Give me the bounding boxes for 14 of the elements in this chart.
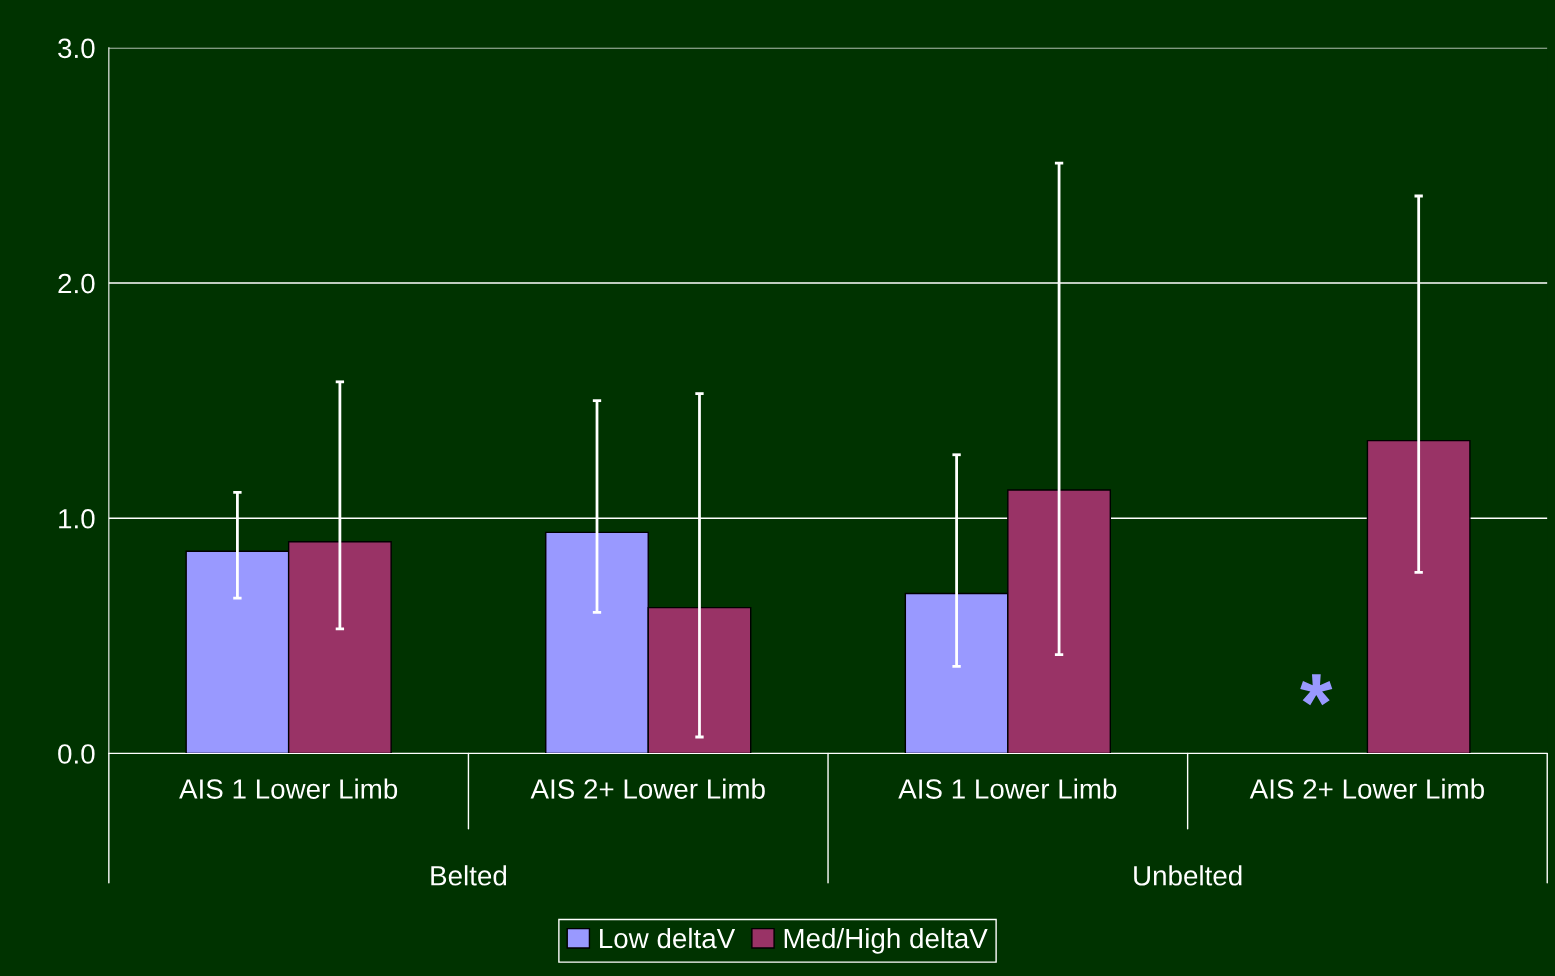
bar xyxy=(1366,439,1471,754)
x-tick-label: AIS 1 Lower Limb xyxy=(179,778,398,799)
annotation: * xyxy=(1300,674,1333,706)
y-tick-label: 2.0 xyxy=(58,273,95,294)
x-tick-label: AIS 1 Lower Limb xyxy=(898,778,1117,799)
x-tick-label: AIS 2+ Lower Limb xyxy=(530,778,765,799)
legend-label: Low deltaV xyxy=(600,927,736,949)
legend-label: Med/High deltaV xyxy=(784,927,988,954)
y-tick-label: 3.0 xyxy=(58,38,95,59)
y-tick-label: 1.0 xyxy=(59,508,95,529)
text: Belted xyxy=(431,865,507,886)
y-tick-label: 0.0 xyxy=(58,744,95,764)
text: Unbelted xyxy=(1134,865,1242,886)
x-tick-label: AIS 2+ Lower Limb xyxy=(1249,778,1484,799)
